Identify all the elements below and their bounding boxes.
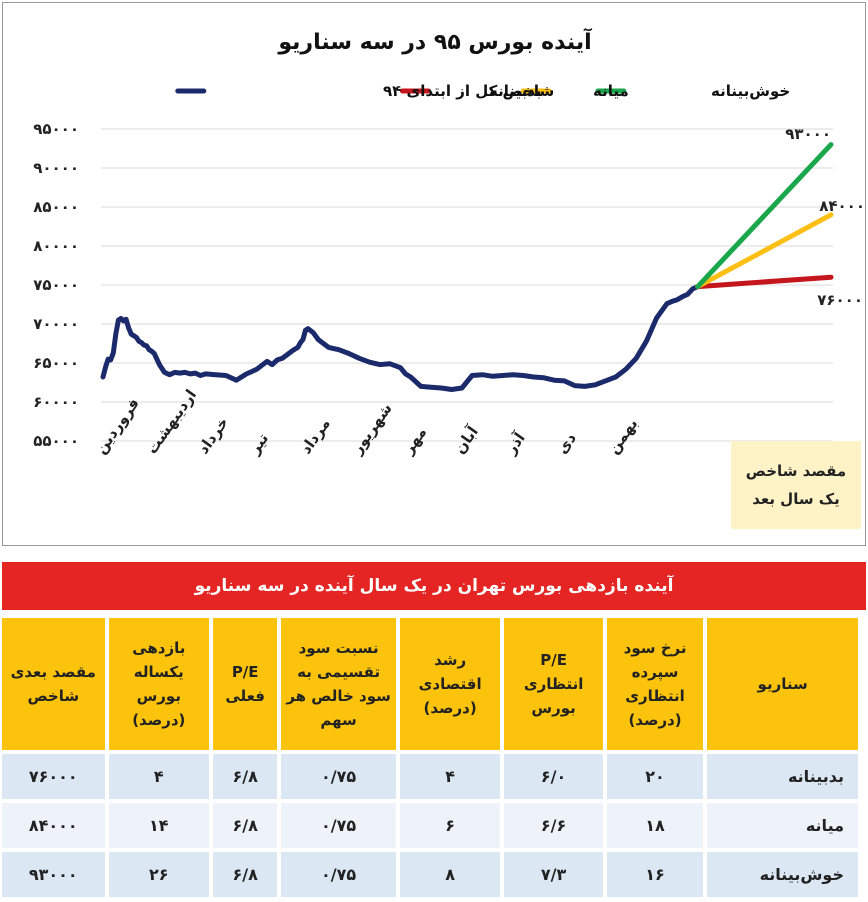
table-cell: ۱۸: [606, 803, 704, 848]
x-tick-label: آبان: [450, 422, 482, 457]
end-value-label: ۸۴۰۰۰: [819, 197, 865, 215]
chart-panel: آینده بورس ۹۵ در سه سناریو خوش‌بینانه میان…: [2, 2, 866, 546]
scenario-line: [695, 212, 834, 290]
x-tick-label: بهمن: [604, 415, 641, 457]
y-tick-label: ۷۵۰۰۰: [33, 276, 79, 294]
header-payout-ratio: نسبت سود تقسیمی به سود خالص هر سهم: [281, 618, 396, 750]
chart-title: آینده بورس ۹۵ در سه سناریو: [277, 27, 592, 55]
table-cell: ۱۶: [606, 852, 704, 897]
table-cell: ۱۴: [108, 803, 210, 848]
table-row: میانه ۱۸ ۶/۶ ۶ ۰/۷۵ ۶/۸ ۱۴ ۸۴۰۰۰: [2, 803, 858, 848]
table-cell: ۲۶: [108, 852, 210, 897]
table-cell: ۸۴۰۰۰: [2, 803, 105, 848]
y-tick-label: ۸۵۰۰۰: [33, 198, 79, 216]
x-tick-label: فروردین: [92, 395, 143, 458]
y-tick-label: ۶۰۰۰۰: [33, 393, 79, 411]
scenario-table-section: آینده بازدهی بورس تهران در یک سال آینده …: [2, 562, 866, 902]
y-tick-label: ۶۵۰۰۰: [33, 354, 79, 372]
table-cell: بدبینانه: [707, 754, 858, 799]
table-cell: ۶/۸: [213, 803, 278, 848]
y-tick-label: ۵۵۰۰۰: [33, 432, 79, 450]
x-tick-label: تیر: [245, 430, 272, 458]
table-title: آینده بازدهی بورس تهران در یک سال آینده …: [2, 562, 866, 610]
table-cell: ۶/۸: [213, 852, 278, 897]
table-cell: ۴: [399, 754, 501, 799]
end-value-label: ۷۶۰۰۰: [817, 291, 863, 309]
legend-label: بدبینانه: [489, 82, 542, 100]
table-cell: ۶: [399, 803, 501, 848]
scenario-line: [695, 274, 834, 290]
target-box-line1: مقصد شاخص: [745, 462, 847, 480]
table-cell: ۲۰: [606, 754, 704, 799]
table-cell: ۶/۶: [504, 803, 603, 848]
header-expected-pe: P/E انتظاری بورس: [504, 618, 603, 750]
table-cell: ۹۳۰۰۰: [2, 852, 105, 897]
header-scenario: سناریو: [707, 618, 858, 750]
x-tick-label: مرداد: [297, 415, 334, 457]
legend-label: میانه: [593, 82, 629, 100]
header-economic-growth: رشد اقتصادی (درصد): [399, 618, 501, 750]
header-deposit-rate: نرخ سود سپرده انتظاری (درصد): [606, 618, 704, 750]
table-cell: ۸: [399, 852, 501, 897]
target-box-line2: یک سال بعد: [752, 490, 840, 508]
x-tick-label: خرداد: [194, 414, 232, 458]
table-header-row: سناریو نرخ سود سپرده انتظاری (درصد) P/E …: [2, 618, 858, 750]
table-row: خوش‌بینانه ۱۶ ۷/۳ ۸ ۰/۷۵ ۶/۸ ۲۶ ۹۳۰۰۰: [2, 852, 858, 897]
x-tick-label: دی: [553, 429, 580, 457]
table-cell: ۷/۳: [504, 852, 603, 897]
table-cell: ۴: [108, 754, 210, 799]
table-cell: ۶/۸: [213, 754, 278, 799]
table-cell: خوش‌بینانه: [707, 852, 858, 897]
y-tick-label: ۹۰۰۰۰: [33, 159, 79, 177]
table-row: بدبینانه ۲۰ ۶/۰ ۴ ۰/۷۵ ۶/۸ ۴ ۷۶۰۰۰: [2, 754, 858, 799]
target-box: مقصد شاخص یک سال بعد: [731, 441, 861, 529]
table-cell: ۷۶۰۰۰: [2, 754, 105, 799]
scenario-line: [695, 142, 834, 290]
table-cell: میانه: [707, 803, 858, 848]
y-tick-label: ۷۰۰۰۰: [33, 315, 79, 333]
x-tick-label: اردیبهشت: [143, 386, 200, 457]
table-cell: ۰/۷۵: [281, 852, 396, 897]
x-tick-label: آذر: [501, 429, 529, 458]
line-chart: آینده بورس ۹۵ در سه سناریو خوش‌بینانه میان…: [33, 27, 865, 458]
scenario-table: سناریو نرخ سود سپرده انتظاری (درصد) P/E …: [0, 614, 862, 901]
header-current-pe: P/E فعلی: [213, 618, 278, 750]
table-cell: ۶/۰: [504, 754, 603, 799]
legend-label: شاخص کل از ابتدای ۹۴: [383, 82, 554, 100]
table-cell: ۰/۷۵: [281, 754, 396, 799]
header-next-target: مقصد بعدی شاخص: [2, 618, 105, 750]
y-tick-label: ۸۰۰۰۰: [33, 237, 79, 255]
end-value-label: ۹۳۰۰۰: [785, 125, 831, 143]
y-tick-label: ۹۵۰۰۰: [33, 120, 79, 138]
index-series-line: [100, 284, 701, 392]
table-cell: ۰/۷۵: [281, 803, 396, 848]
x-tick-label: شهریور: [347, 400, 395, 458]
header-annual-return: بازدهی یکساله بورس (درصد): [108, 618, 210, 750]
legend-label: خوش‌بینانه: [711, 82, 790, 100]
